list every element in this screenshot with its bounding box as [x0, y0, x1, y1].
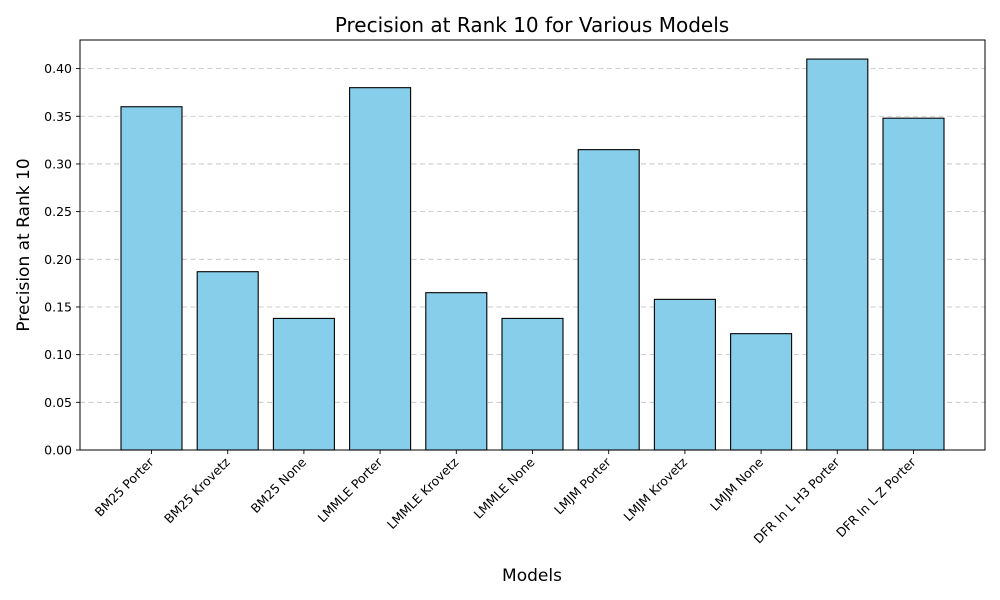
x-axis-label: Models: [502, 566, 562, 586]
y-tick-label: 0.15: [44, 299, 72, 314]
y-axis-label: Precision at Rank 10: [14, 158, 34, 331]
bar-6: [577, 149, 640, 451]
chart-title: Precision at Rank 10 for Various Models: [335, 13, 729, 37]
y-tick-label: 0.00: [44, 443, 72, 458]
bar-9: [806, 58, 869, 451]
bar-1: [196, 271, 259, 451]
y-tick-label: 0.20: [44, 252, 72, 267]
bar-10: [882, 117, 945, 451]
bar-4: [425, 292, 488, 451]
y-tick-label: 0.25: [44, 204, 72, 219]
y-tick-label: 0.40: [44, 61, 72, 76]
bar-3: [349, 87, 412, 451]
bar-5: [501, 317, 564, 451]
y-tick-label: 0.30: [44, 156, 72, 171]
bar-8: [730, 333, 793, 451]
y-axis-ticks: 0.00 0.05 0.10 0.15 0.20 0.25 0.30 0.35 0.40: [44, 61, 80, 458]
bar-2: [272, 317, 335, 451]
y-tick-label: 0.10: [44, 347, 72, 362]
y-tick-label: 0.35: [44, 109, 72, 124]
plot-frame: [79, 39, 986, 451]
bar-7: [653, 298, 716, 451]
y-tick-label: 0.05: [44, 395, 72, 410]
bar-0: [120, 106, 183, 451]
